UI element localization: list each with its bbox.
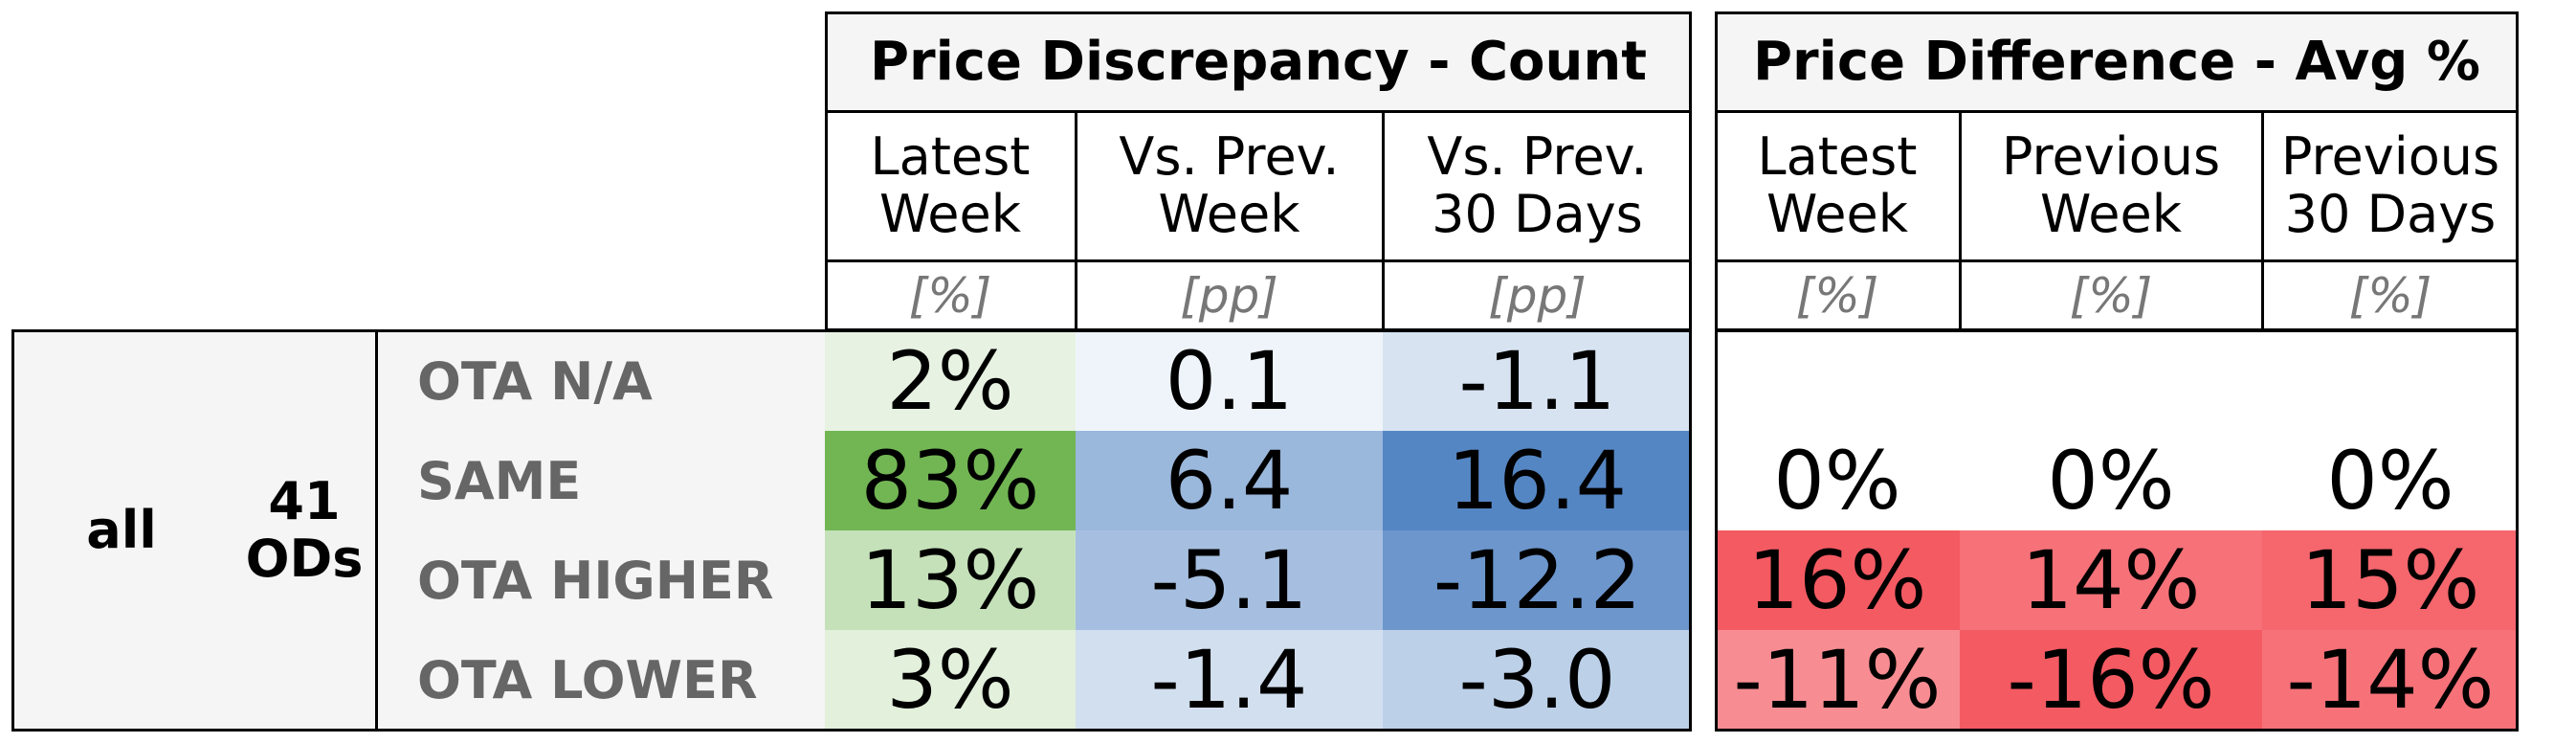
- cell-avg-r0-c1: [1960, 331, 2262, 431]
- panel-title-discrepancy-count: Price Discrepancy - Count: [825, 11, 1692, 111]
- col-header-previous-30-days: Previous 30 Days: [2280, 125, 2500, 244]
- row-label-background: [11, 331, 825, 730]
- cell-avg-r1-c0: 0%: [1715, 431, 1960, 530]
- body-border-left: [11, 329, 1692, 732]
- cell-count-r2-c1: -5.1: [1076, 530, 1383, 630]
- cell-count-r0-c2: -1.1: [1383, 331, 1692, 431]
- cell-avg-r3-c2: -14%: [2262, 630, 2519, 730]
- header-border-right: [1715, 11, 2519, 331]
- cell-count-r2-c0: 13%: [825, 530, 1076, 630]
- header-divider-right-2: [1715, 259, 2519, 262]
- col-header-previous-week: Previous Week: [2001, 125, 2221, 244]
- cell-count-r2-c2: -12.2: [1383, 530, 1692, 630]
- row-label-ota-lower: OTA LOWER: [417, 649, 758, 710]
- unit-previous-week: [%]: [2069, 268, 2153, 324]
- cell-count-r0-c0: 2%: [825, 331, 1076, 431]
- row-label-ota-na: OTA N/A: [417, 350, 653, 412]
- cell-avg-r1-c2: 0%: [2262, 431, 2519, 530]
- header-col-divider-right-2: [2261, 111, 2264, 331]
- body-border-right: [1715, 329, 2519, 732]
- unit-vs-prev-week: [pp]: [1180, 268, 1278, 324]
- cell-count-r1-c2: 16.4: [1383, 431, 1692, 530]
- header-col-divider-left-1: [1075, 111, 1077, 331]
- col-header-vs-prev-30-days: Vs. Prev. 30 Days: [1427, 125, 1648, 244]
- cell-avg-r0-c0: [1715, 331, 1960, 431]
- header-divider-left-1: [825, 110, 1692, 113]
- group-label-all: all: [86, 499, 157, 560]
- col-header-latest-week-avg: Latest Week: [1757, 125, 1918, 244]
- row-label-ota-higher: OTA HIGHER: [417, 550, 774, 611]
- cell-count-r0-c1: 0.1: [1076, 331, 1383, 431]
- cell-count-r3-c0: 3%: [825, 630, 1076, 730]
- cell-avg-r3-c0: -11%: [1715, 630, 1960, 730]
- cell-avg-r1-c1: 0%: [1960, 431, 2262, 530]
- group-divider: [375, 331, 378, 730]
- group-count-label: 41 ODs: [245, 470, 364, 589]
- row-label-same: SAME: [417, 450, 582, 511]
- header-col-divider-right-1: [1959, 111, 1962, 331]
- cell-avg-r2-c0: 16%: [1715, 530, 1960, 630]
- header-divider-left-2: [825, 259, 1692, 262]
- unit-previous-30-days: [%]: [2348, 268, 2432, 324]
- panel-title-difference-avg: Price Difference - Avg %: [1715, 11, 2519, 111]
- unit-latest-week-avg: [%]: [1795, 268, 1879, 324]
- header-divider-right-1: [1715, 110, 2519, 113]
- col-header-vs-prev-week: Vs. Prev. Week: [1119, 125, 1340, 244]
- cell-avg-r2-c1: 14%: [1960, 530, 2262, 630]
- header-col-divider-left-2: [1382, 111, 1385, 331]
- cell-avg-r2-c2: 15%: [2262, 530, 2519, 630]
- col-header-latest-week-count: Latest Week: [870, 125, 1031, 244]
- cell-count-r3-c2: -3.0: [1383, 630, 1692, 730]
- cell-avg-r0-c2: [2262, 331, 2519, 431]
- unit-latest-week-count: [%]: [908, 268, 992, 324]
- cell-count-r3-c1: -1.4: [1076, 630, 1383, 730]
- unit-vs-prev-30-days: [pp]: [1488, 268, 1587, 324]
- cell-count-r1-c1: 6.4: [1076, 431, 1383, 530]
- header-border-left: [825, 11, 1692, 331]
- cell-avg-r3-c1: -16%: [1960, 630, 2262, 730]
- cell-count-r1-c0: 83%: [825, 431, 1076, 530]
